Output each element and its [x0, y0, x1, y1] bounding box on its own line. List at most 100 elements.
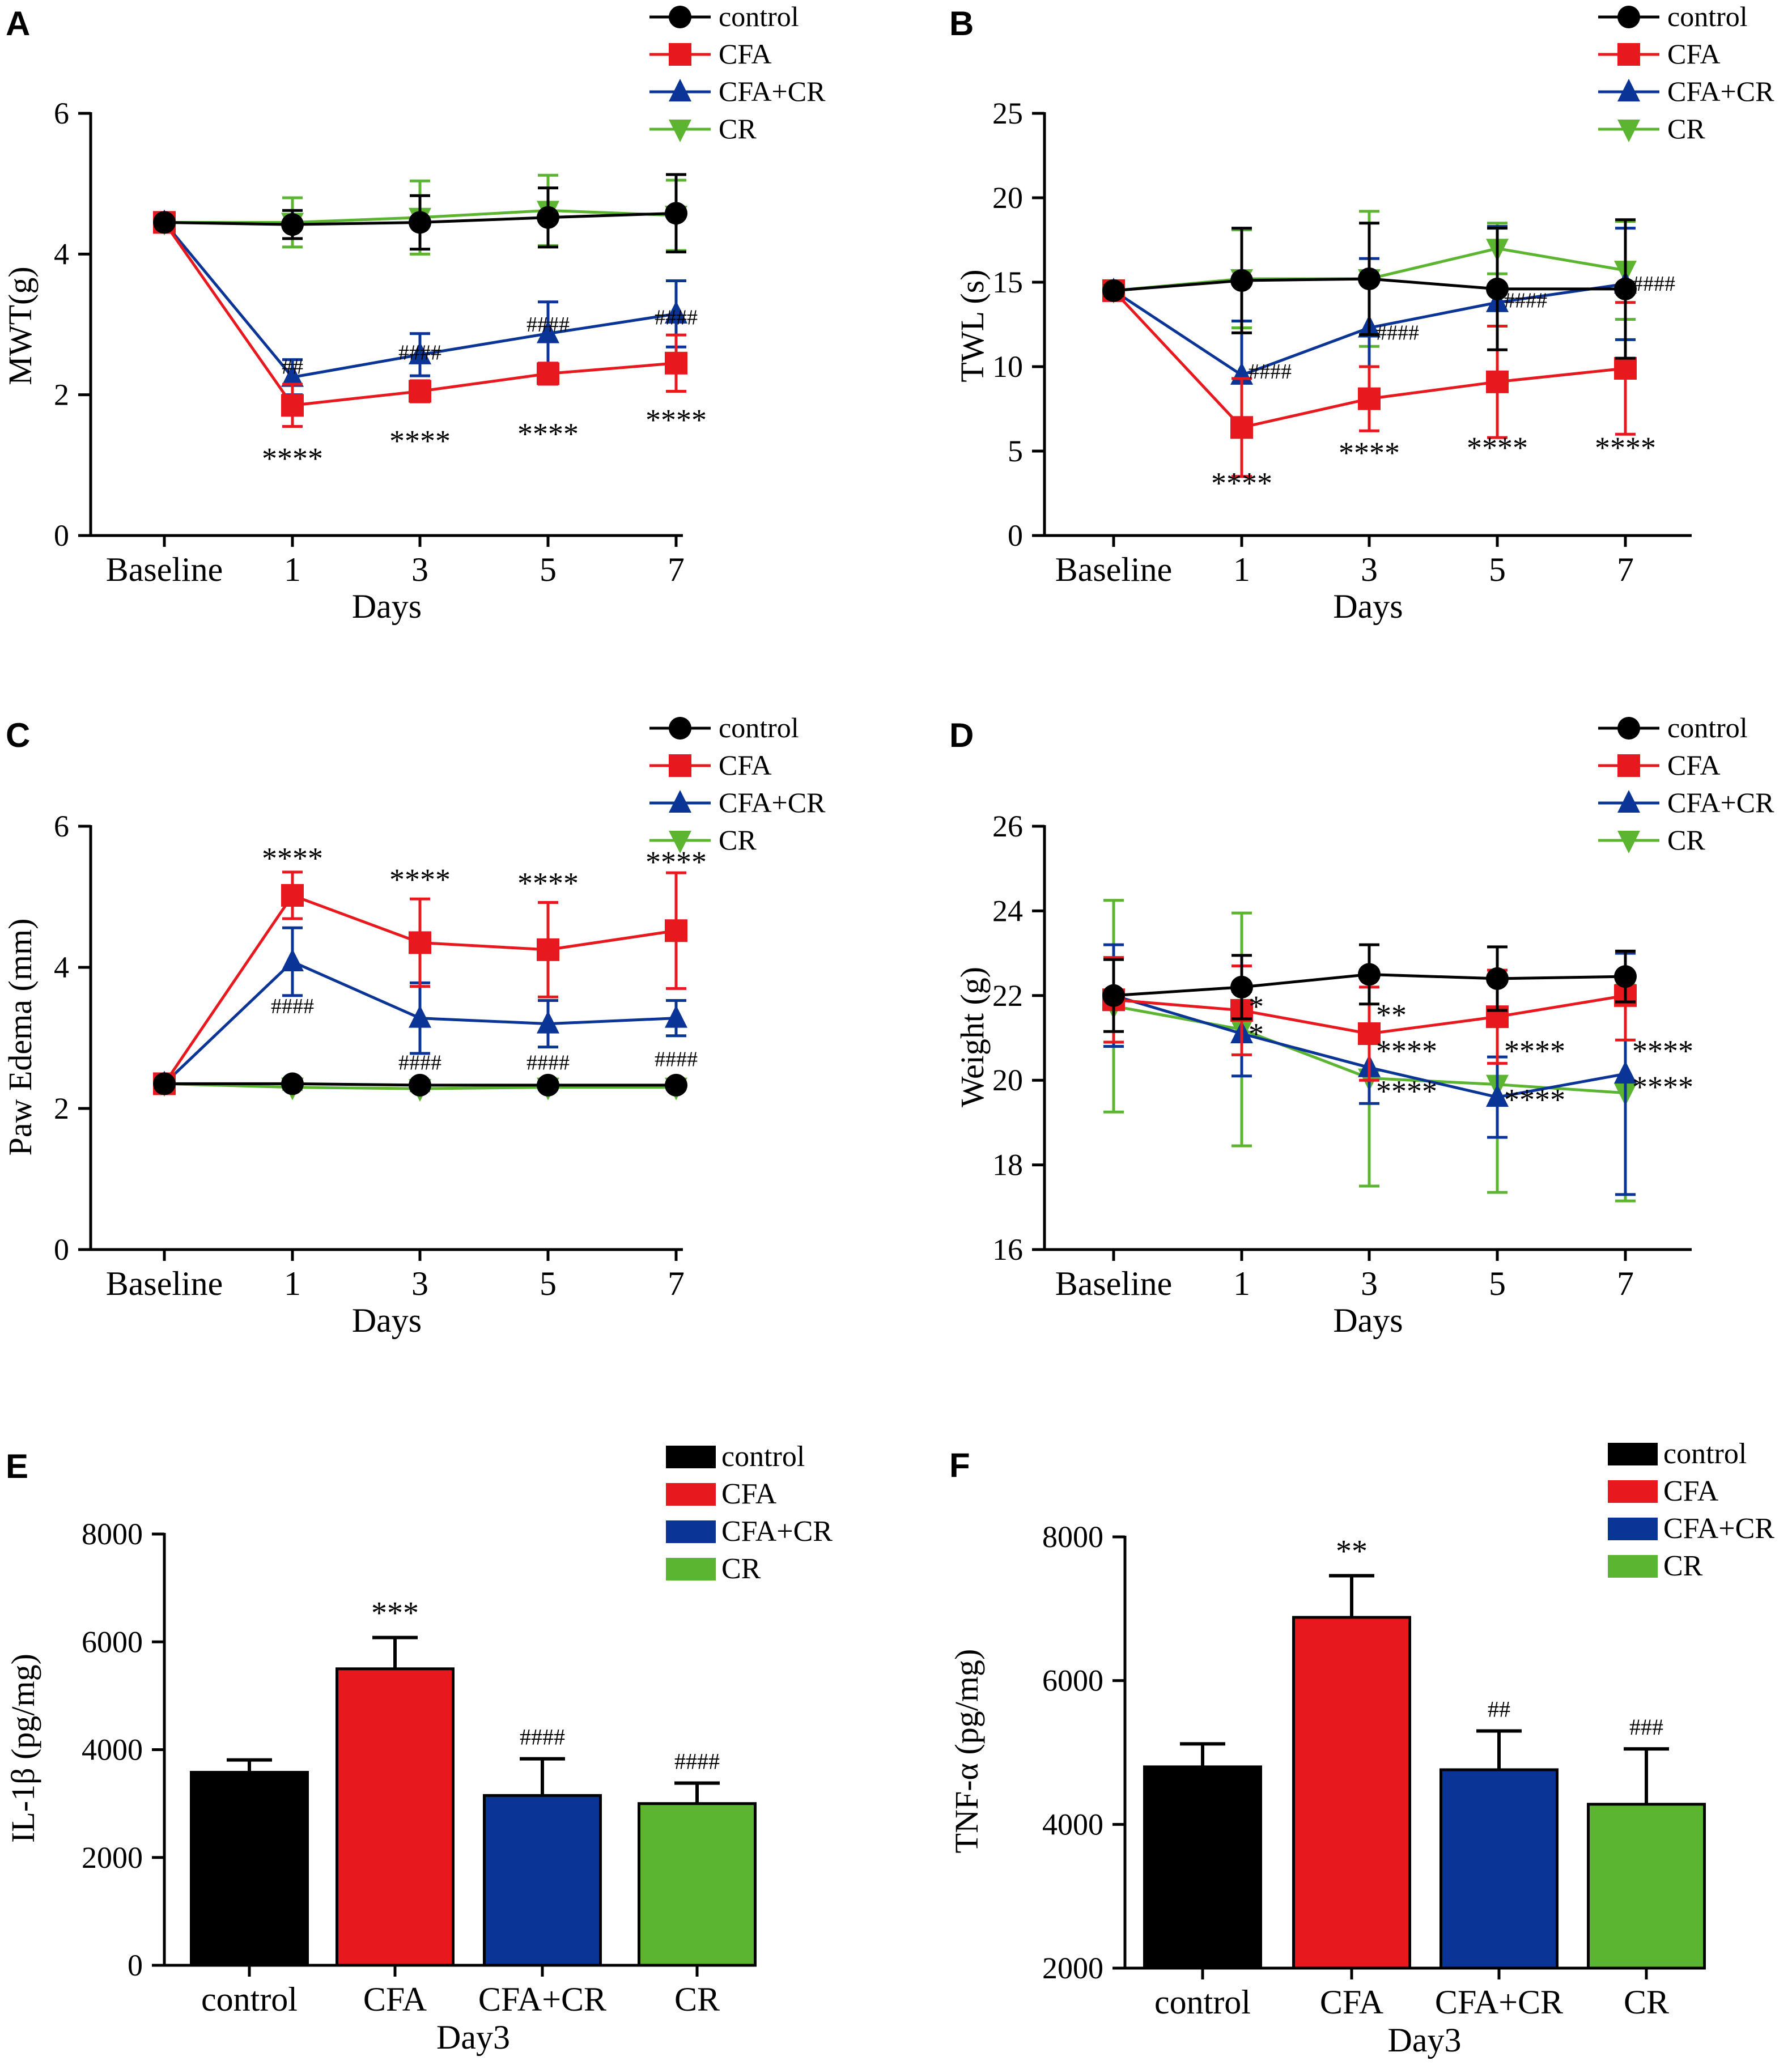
significance-label: ####: [1249, 360, 1292, 384]
y-tick-label: 18: [992, 1148, 1023, 1182]
data-point: [281, 213, 304, 236]
y-tick-label: 0: [54, 1233, 69, 1267]
legend-label: CR: [1663, 1550, 1703, 1582]
y-tick-label: 2000: [1042, 1951, 1103, 1985]
y-tick-label: 2: [54, 1091, 69, 1125]
data-point: [409, 1073, 431, 1097]
legend-label: control: [1667, 712, 1748, 744]
significance-label: ****: [262, 842, 323, 876]
data-point: [153, 1072, 176, 1095]
significance-label: *: [1249, 989, 1264, 1023]
legend-marker: [1617, 831, 1640, 853]
legend-swatch: [1608, 1443, 1658, 1465]
significance-label: ####: [655, 1047, 698, 1071]
x-tick-label: 1: [284, 1265, 301, 1302]
y-axis-title: Weight (g): [954, 967, 991, 1107]
series-control: [153, 1072, 687, 1097]
significance-label: ####: [520, 1724, 565, 1750]
significance-label: ####: [1376, 321, 1419, 345]
panel-label: C: [6, 716, 30, 754]
data-point: [1358, 963, 1381, 986]
legend-marker: [1617, 717, 1640, 740]
bar-CR: [1587, 1803, 1706, 1970]
legend-label: CFA: [1663, 1475, 1719, 1507]
legend-label: CR: [721, 1553, 761, 1585]
x-tick-label: 5: [540, 1265, 557, 1302]
significance-label: ##: [282, 355, 303, 379]
x-tick-label: 3: [1361, 1265, 1378, 1302]
data-point: [281, 1072, 304, 1095]
y-tick-label: 25: [992, 96, 1023, 130]
legend-label: CFA: [721, 1478, 777, 1510]
y-tick-label: 20: [992, 181, 1023, 215]
y-axis-title: MWT(g): [2, 266, 39, 385]
significance-label: ****: [1504, 1034, 1565, 1068]
significance-label: ####: [398, 341, 441, 365]
significance-label: ****: [1211, 466, 1272, 500]
significance-label: ####: [1632, 272, 1675, 296]
x-tick-label: 3: [1361, 551, 1378, 588]
data-point: [537, 1073, 559, 1097]
legend-swatch: [666, 1483, 716, 1506]
y-tick-label: 6000: [82, 1625, 143, 1659]
x-axis-title: Days: [1333, 588, 1403, 625]
legend-marker: [1617, 790, 1640, 813]
legend-label: control: [721, 1441, 805, 1473]
legend-label: CFA+CR: [721, 1515, 833, 1548]
y-tick-label: 4: [54, 237, 69, 271]
panel-label: A: [6, 5, 30, 43]
x-tick-label: CFA: [1320, 1983, 1383, 2021]
x-tick-label: 7: [1617, 551, 1634, 588]
significance-label: *: [1249, 1017, 1264, 1051]
significance-label: ***: [371, 1596, 419, 1631]
significance-label: ****: [1376, 1034, 1437, 1068]
significance-label: ####: [674, 1748, 720, 1774]
data-point: [409, 931, 431, 954]
significance-label: ****: [262, 441, 323, 475]
x-tick-label: Baseline: [106, 1265, 223, 1302]
x-tick-label: 1: [1233, 551, 1250, 588]
legend-marker: [1617, 43, 1640, 66]
significance-label: ##: [1488, 1696, 1510, 1722]
legend: control CFA CFA+CR CR: [649, 712, 826, 856]
x-tick-label: 3: [411, 1265, 428, 1302]
x-axis-title: Days: [1333, 1302, 1403, 1339]
x-tick-label: 5: [1489, 551, 1506, 588]
significance-label: ****: [1632, 1070, 1693, 1104]
x-tick-label: CR: [1624, 1983, 1669, 2021]
data-point: [665, 1073, 687, 1097]
y-tick-label: 4000: [1042, 1807, 1103, 1841]
y-tick-label: 8000: [1042, 1520, 1103, 1554]
bar-control: [190, 1770, 309, 1967]
data-point: [281, 884, 304, 907]
data-point: [1486, 1084, 1509, 1107]
legend-marker: [1617, 79, 1640, 101]
panel-F: F 2000 4000 6000 8000 control CFA CFA+CR CR Day3 T…: [948, 1438, 1774, 2059]
legend-marker: [669, 831, 691, 853]
significance-label: ****: [517, 866, 579, 900]
legend-label: CFA+CR: [1667, 787, 1774, 818]
data-point: [1358, 267, 1381, 291]
bar-CFA+CR: [483, 1794, 602, 1967]
legend-label: control: [719, 712, 799, 744]
panel-label: B: [949, 5, 974, 43]
significance-label: ####: [1504, 289, 1547, 313]
data-point: [409, 341, 431, 364]
legend-marker: [669, 790, 691, 813]
panel-A: A 0 2 4 6 Baseline 1 3 5 7 Days MWT(g) control CFA CFA…: [2, 1, 826, 625]
data-point: [1102, 984, 1125, 1007]
data-point: [1614, 1060, 1637, 1084]
y-tick-label: 10: [992, 350, 1023, 384]
significance-label: ####: [526, 313, 570, 337]
legend-label: CR: [1667, 824, 1705, 856]
legend-marker: [1617, 120, 1640, 142]
data-point: [1230, 975, 1253, 999]
data-point: [537, 1010, 559, 1034]
data-point: [1614, 356, 1637, 380]
legend-swatch: [666, 1446, 716, 1468]
data-point: [409, 380, 431, 403]
bar-CR: [638, 1802, 757, 1967]
data-point: [1486, 370, 1509, 393]
data-point: [665, 202, 687, 225]
